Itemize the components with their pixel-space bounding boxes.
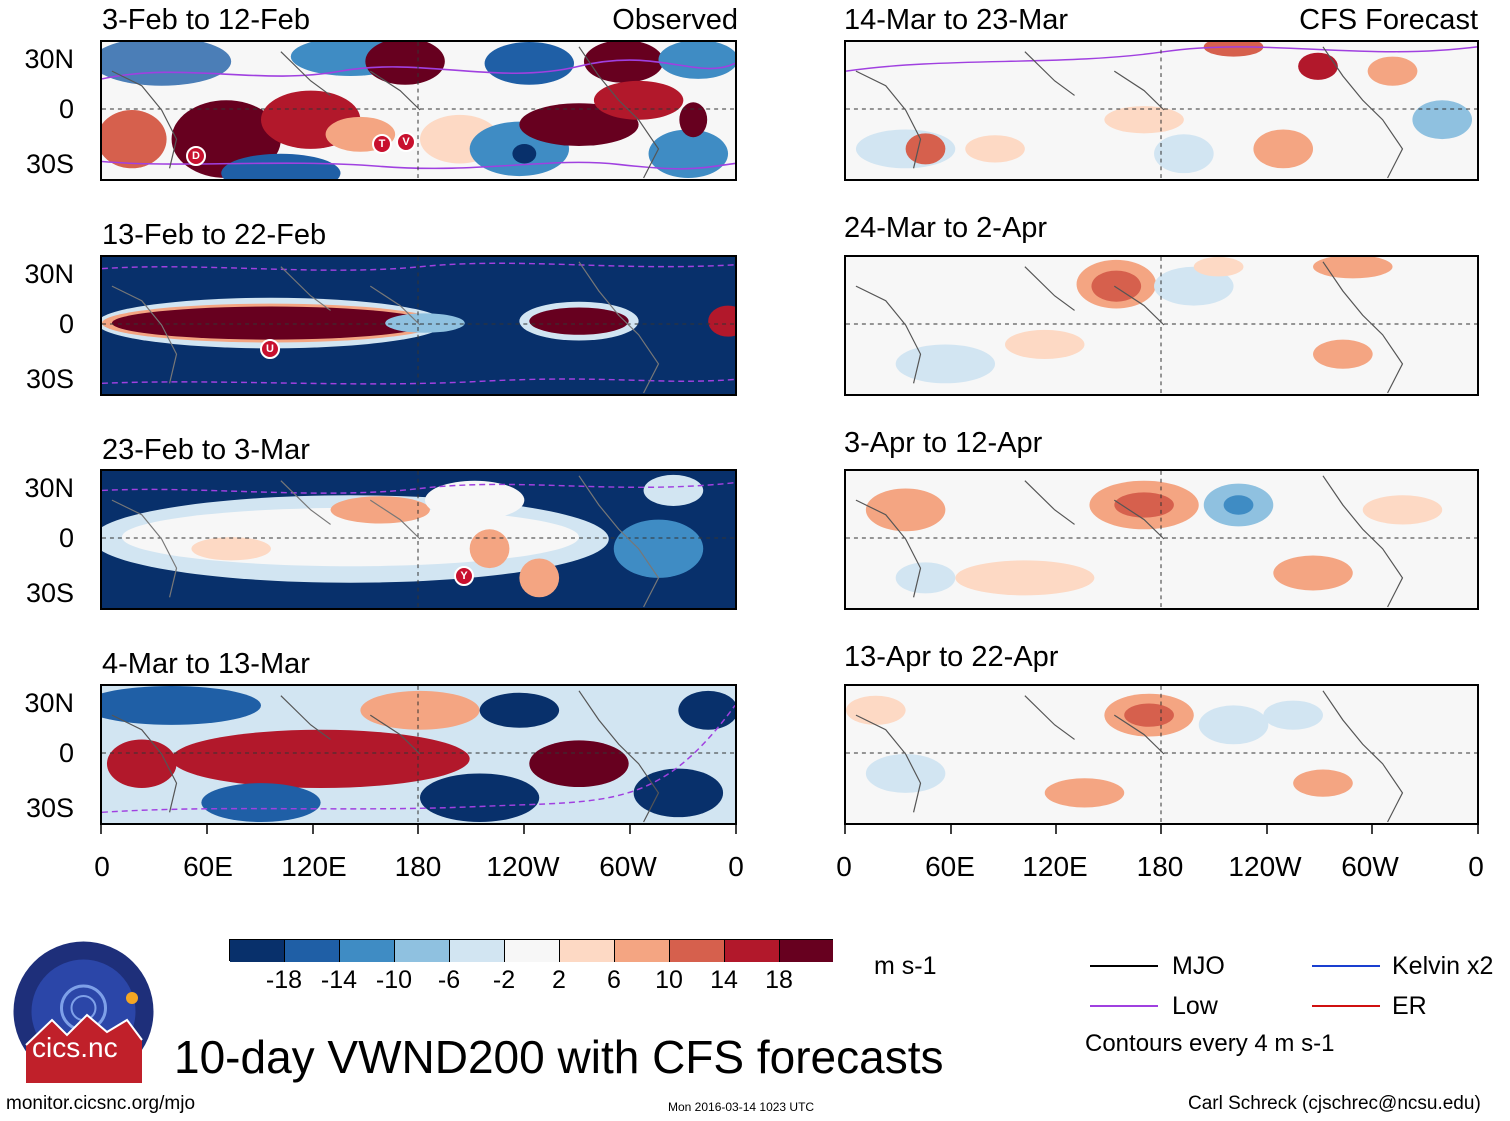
panel-title-fcst-3: 3-Apr to 12-Apr	[844, 427, 1043, 459]
x-label: 0	[836, 851, 852, 882]
map-observed-3: Y	[100, 469, 737, 610]
storm-marker: Y	[454, 566, 474, 586]
x-axis-ticks	[100, 824, 1479, 834]
panel-title-obs-2: 13-Feb to 22-Feb	[102, 219, 327, 251]
colorbar-tick: 14	[710, 966, 738, 994]
colorbar-swatch	[560, 940, 615, 962]
timestamp: Mon 2016-03-14 1023 UTC	[668, 1100, 815, 1114]
x-label: 120W	[486, 851, 560, 882]
source-url[interactable]: monitor.cicsnc.org/mjo	[6, 1093, 196, 1114]
colorbar-tick: -2	[492, 966, 516, 994]
x-label: 60W	[599, 851, 657, 882]
x-label: 180	[394, 851, 442, 882]
x-label: 0	[94, 851, 110, 882]
colorbar-swatch	[230, 940, 285, 962]
y-label-30n: 30N	[24, 259, 74, 289]
colorbar-tick: -10	[375, 966, 413, 994]
colorbar-swatch	[670, 940, 725, 962]
y-label-30s: 30S	[25, 793, 74, 823]
legend-label-er: ER	[1392, 992, 1427, 1020]
legend-line-low	[1090, 1005, 1158, 1007]
contour-note: Contours every 4 m s-1	[1085, 1030, 1335, 1057]
colorbar-tick: -14	[320, 966, 358, 994]
colorbar-swatch	[340, 940, 395, 962]
y-label-30s: 30S	[25, 149, 74, 179]
cics-logo: cics.nc	[12, 940, 155, 1083]
colorbar-swatch	[780, 940, 833, 962]
colorbar-swatch	[450, 940, 505, 962]
colorbar-tick: -6	[437, 966, 461, 994]
figure-title: 10-day VWND200 with CFS forecasts	[174, 1031, 944, 1083]
logo-text: cics.nc	[32, 1032, 118, 1063]
author-credit: Carl Schreck (cjschrec@ncsu.edu)	[1188, 1093, 1481, 1114]
y-label-eq: 0	[58, 523, 74, 553]
colorbar-units: m s-1	[874, 952, 937, 980]
y-label-30n: 30N	[24, 44, 74, 74]
x-label: 60E	[925, 851, 975, 882]
y-label-30n: 30N	[24, 688, 74, 718]
legend-label-mjo: MJO	[1172, 952, 1225, 980]
colorbar-tick: 6	[607, 966, 621, 994]
legend-label-low: Low	[1172, 992, 1218, 1020]
panel-title-obs-4: 4-Mar to 13-Mar	[102, 648, 310, 680]
map-observed-4	[100, 684, 737, 825]
legend-line-mjo	[1090, 965, 1158, 967]
storm-marker: D	[186, 146, 206, 166]
map-observed-2: U	[100, 255, 737, 396]
colorbar-tick: -18	[265, 966, 303, 994]
map-forecast-3	[844, 469, 1479, 610]
y-label-eq: 0	[58, 738, 74, 768]
panel-title-obs-1: 3-Feb to 12-Feb	[102, 4, 310, 36]
x-label: 0	[1468, 851, 1484, 882]
colorbar	[229, 939, 833, 962]
y-label-eq: 0	[58, 309, 74, 339]
y-label-30s: 30S	[25, 578, 74, 608]
y-label-30n: 30N	[24, 473, 74, 503]
x-label: 60W	[1341, 851, 1399, 882]
x-label: 60E	[183, 851, 233, 882]
storm-marker: U	[260, 339, 280, 359]
storm-marker: V	[396, 132, 416, 152]
colorbar-tick: 18	[765, 966, 793, 994]
map-forecast-2	[844, 255, 1479, 396]
y-label-30s: 30S	[25, 364, 74, 394]
x-label: 120E	[1022, 851, 1088, 882]
x-label: 120W	[1228, 851, 1302, 882]
panel-title-fcst-2: 24-Mar to 2-Apr	[844, 212, 1048, 244]
x-label: 120E	[281, 851, 347, 882]
map-forecast-4	[844, 684, 1479, 825]
panel-title-obs-3: 23-Feb to 3-Mar	[102, 434, 310, 466]
map-forecast-1	[844, 40, 1479, 181]
panel-title-fcst-1: 14-Mar to 23-Mar	[844, 4, 1069, 36]
x-label: 180	[1136, 851, 1184, 882]
colorbar-swatch	[615, 940, 670, 962]
colorbar-swatch	[285, 940, 340, 962]
colorbar-swatch	[505, 940, 560, 962]
map-observed-1: D T V	[100, 40, 737, 181]
legend-line-er	[1312, 1005, 1380, 1007]
colorbar-tick: 10	[655, 966, 683, 994]
colorbar-tick: 2	[552, 966, 566, 994]
x-label: 0	[728, 851, 744, 882]
panel-title-fcst-4: 13-Apr to 22-Apr	[844, 641, 1059, 673]
y-label-eq: 0	[58, 94, 74, 124]
legend-line-kelvin	[1312, 965, 1380, 967]
legend-label-kelvin: Kelvin x2	[1392, 952, 1494, 980]
colorbar-swatch	[725, 940, 780, 962]
colorbar-swatch	[395, 940, 450, 962]
observed-label: Observed	[612, 4, 738, 36]
cfs-forecast-label: CFS Forecast	[1299, 4, 1478, 36]
storm-marker: T	[372, 134, 392, 154]
